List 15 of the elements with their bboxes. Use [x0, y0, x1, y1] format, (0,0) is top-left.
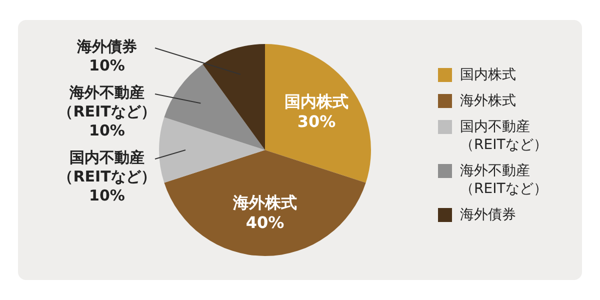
legend-label: 国内不動産（REITなど）	[460, 118, 548, 154]
data-label: 30%	[297, 112, 336, 131]
slice-label: 国内不動産（REITなど）	[58, 148, 156, 186]
slice-label: 海外債券	[76, 37, 137, 56]
data-label: 10%	[89, 56, 125, 74]
slice-label: 国内株式	[284, 92, 348, 111]
legend-label: 国内株式	[460, 66, 516, 84]
legend-label: 海外債券	[460, 206, 516, 224]
legend-label: 海外不動産（REITなど）	[460, 162, 548, 198]
data-label: 10%	[89, 186, 125, 204]
slice-label: 海外株式	[232, 192, 297, 212]
data-label: 40%	[246, 212, 284, 232]
slice-label: 海外不動産（REITなど）	[58, 83, 156, 120]
data-label: 10%	[89, 121, 125, 140]
legend-label: 海外株式	[460, 92, 516, 110]
